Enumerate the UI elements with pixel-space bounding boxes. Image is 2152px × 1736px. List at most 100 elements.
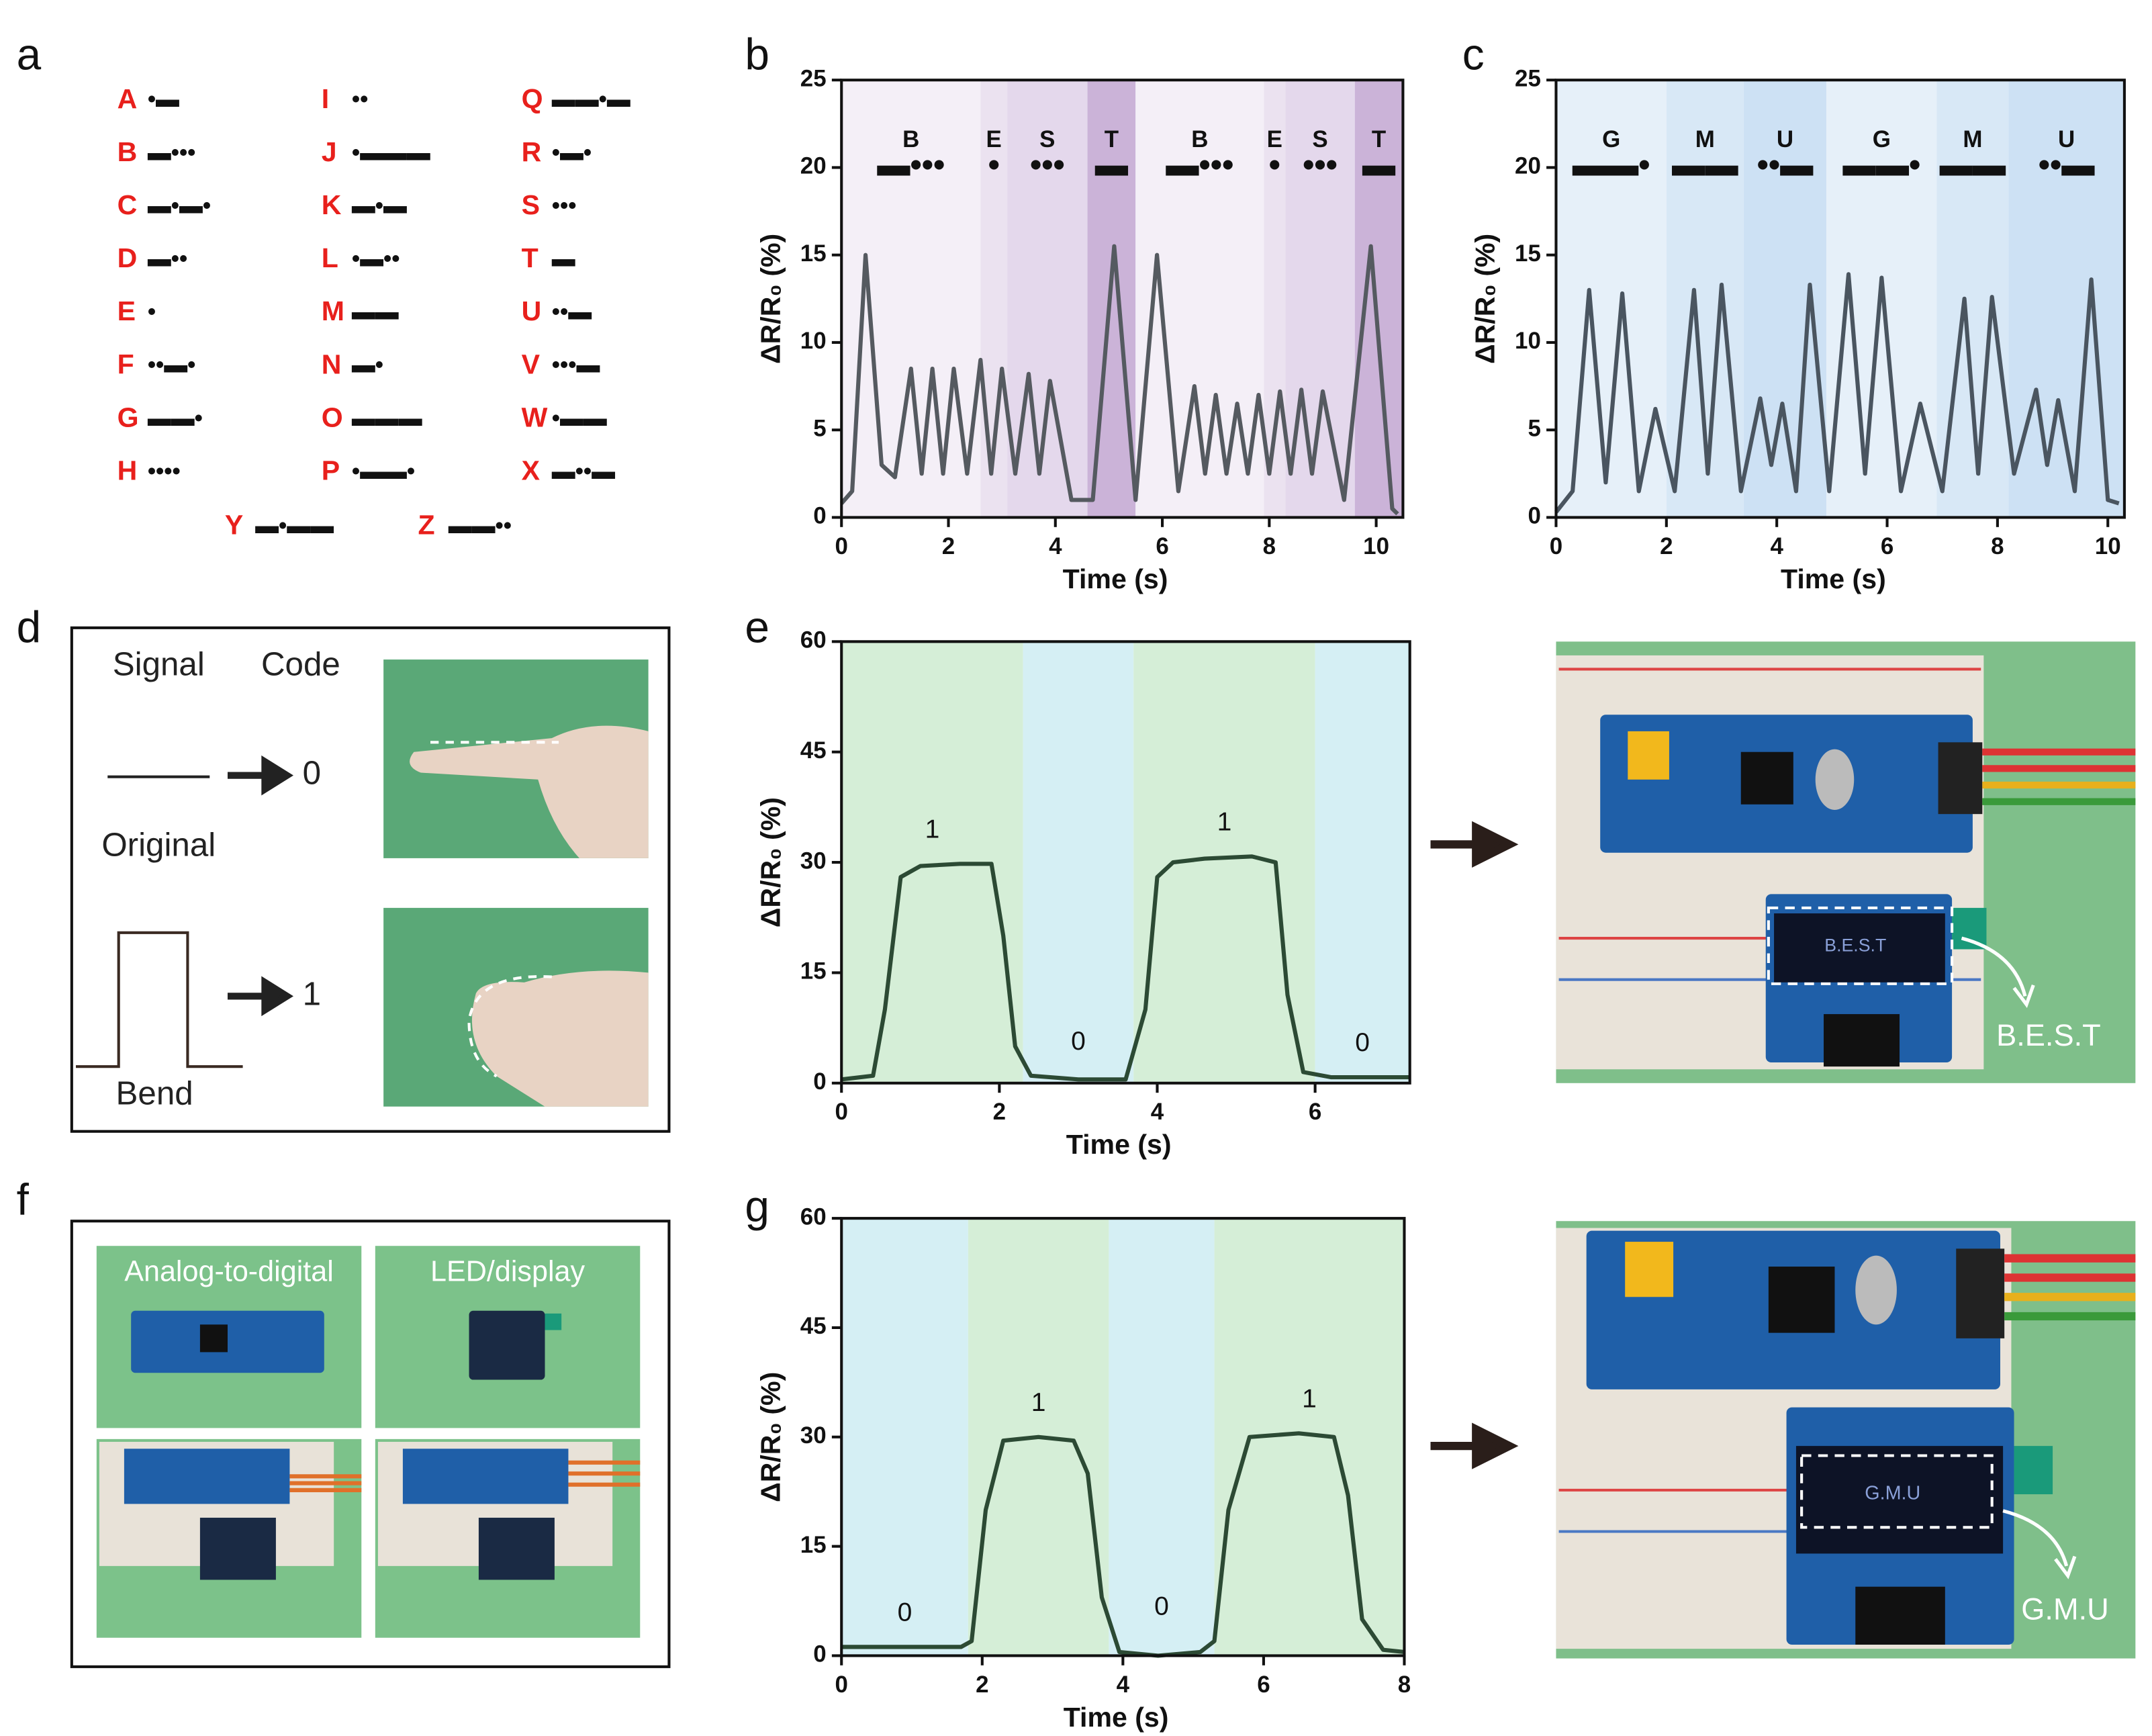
morse-code: ▬• xyxy=(352,352,383,378)
x-axis-title: Time (s) xyxy=(1063,563,1168,594)
photo-best xyxy=(1774,913,1945,983)
panel-d xyxy=(410,725,649,858)
y-tick-label: 25 xyxy=(1515,65,1541,91)
x-tick-label: 2 xyxy=(993,1099,1006,1125)
photo-gmu xyxy=(1768,1267,1835,1333)
oled-text: G.M.U xyxy=(1865,1483,1920,1504)
panel-label: b xyxy=(745,30,769,79)
morse-letter: V xyxy=(522,349,541,379)
x-axis-title: Time (s) xyxy=(1064,1702,1169,1733)
morse-letter: F xyxy=(118,349,134,379)
x-tick-label: 4 xyxy=(1049,533,1062,559)
morse-letter: C xyxy=(118,189,138,220)
code: 0 xyxy=(303,755,321,792)
morse-letter: L xyxy=(322,242,338,273)
band-label: G xyxy=(1873,126,1891,152)
x-tick-label: 0 xyxy=(1550,533,1562,559)
band xyxy=(1023,641,1134,1083)
band-code: ▬ xyxy=(1095,146,1129,183)
x-tick-label: 0 xyxy=(835,533,848,559)
band-code: ▬▬ xyxy=(1940,146,2006,183)
band-code: ▬▬• xyxy=(1573,146,1650,183)
band-label: U xyxy=(1777,126,1793,152)
band xyxy=(1315,641,1410,1083)
state-name: Bend xyxy=(116,1075,193,1111)
y-tick-label: 20 xyxy=(800,153,827,179)
photo-gmu xyxy=(2002,1509,2069,1567)
y-tick-label: 0 xyxy=(813,503,826,529)
morse-code: ••• xyxy=(552,192,577,218)
output-text: B.E.S.T xyxy=(1996,1018,2101,1052)
header: Signal xyxy=(113,645,205,682)
morse-code: ▬•▬ xyxy=(352,192,407,218)
y-tick-label: 60 xyxy=(800,627,827,653)
y-axis-title: ΔR/R₀ (%) xyxy=(1470,234,1501,364)
band-code: ••▬ xyxy=(2039,146,2096,183)
morse-letter: X xyxy=(522,455,541,486)
signal-line xyxy=(839,244,1399,516)
photo-label: Analog-to-digital xyxy=(124,1256,334,1288)
x-tick-label: 0 xyxy=(835,1099,848,1125)
morse-letter: U xyxy=(522,295,542,326)
photo-best xyxy=(1740,751,1793,805)
panel-f: Analog-to-digital LED/display xyxy=(70,1220,671,1668)
y-tick-label: 30 xyxy=(800,1422,827,1449)
morse-code: ••▬• xyxy=(148,352,196,378)
morse-code: • xyxy=(148,299,156,325)
band-code: ▬••• xyxy=(877,146,945,183)
band-code: ▬▬ xyxy=(1672,146,1738,183)
band-label: M xyxy=(1963,126,1982,152)
band-label: E xyxy=(986,126,1002,152)
band-label: 0 xyxy=(1071,1027,1086,1056)
panel-f xyxy=(124,1449,290,1504)
band-label: 1 xyxy=(1302,1384,1317,1413)
band-label: B xyxy=(1191,126,1208,152)
morse-code: ▬••▬ xyxy=(552,458,615,484)
signal-line xyxy=(1554,272,2120,514)
band xyxy=(1354,80,1403,518)
panel-d xyxy=(227,976,294,1017)
morse-letter: O xyxy=(322,402,343,432)
panel-label: g xyxy=(745,1181,769,1231)
y-tick-label: 45 xyxy=(800,737,827,764)
morse-code: ▬▬•• xyxy=(449,512,512,539)
photo-gmu xyxy=(1855,1586,1945,1645)
band xyxy=(1285,80,1355,518)
photo-gmu: G.M.U G.M.U xyxy=(1556,1221,2136,1659)
y-tick-label: 5 xyxy=(1528,415,1540,441)
y-tick-label: 5 xyxy=(813,415,826,441)
panel-d xyxy=(467,975,552,1078)
band-label: 0 xyxy=(1154,1592,1169,1621)
morse-letter: N xyxy=(322,349,342,379)
arrow xyxy=(1430,821,1519,868)
y-tick-label: 45 xyxy=(800,1313,827,1339)
morse-code: ▬▬ xyxy=(352,299,399,325)
band-label: 0 xyxy=(898,1598,913,1627)
band-label: E xyxy=(1267,126,1282,152)
panel-f xyxy=(402,1449,569,1504)
band-code: ▬▬• xyxy=(1842,146,1920,183)
morse-code: ▬•• xyxy=(148,246,187,272)
photo-gmu xyxy=(1855,1255,1897,1325)
morse-code: •▬▬ xyxy=(552,405,607,431)
morse-letter: Q xyxy=(522,83,543,114)
panel-f xyxy=(545,1313,562,1330)
morse-code: •• xyxy=(352,86,368,112)
x-tick-label: 10 xyxy=(2095,533,2121,559)
photo-best xyxy=(1824,1014,1900,1067)
band-label: T xyxy=(1105,126,1119,152)
panel-f xyxy=(199,1324,228,1353)
morse-code: ••▬ xyxy=(552,299,592,325)
y-tick-label: 10 xyxy=(800,328,827,354)
panel-f xyxy=(199,1517,276,1580)
band-label: 1 xyxy=(1031,1388,1046,1417)
morse-code: •▬▬• xyxy=(352,458,415,484)
x-tick-label: 2 xyxy=(942,533,955,559)
photo-best xyxy=(1952,907,1987,950)
photo-gmu xyxy=(1800,1454,1994,1529)
panel-d: Signal Code 0 Original 1 Bend xyxy=(70,626,671,1133)
morse-letter: S xyxy=(522,189,540,220)
y-tick-label: 30 xyxy=(800,848,827,874)
morse-code: •▬▬▬ xyxy=(352,139,430,165)
